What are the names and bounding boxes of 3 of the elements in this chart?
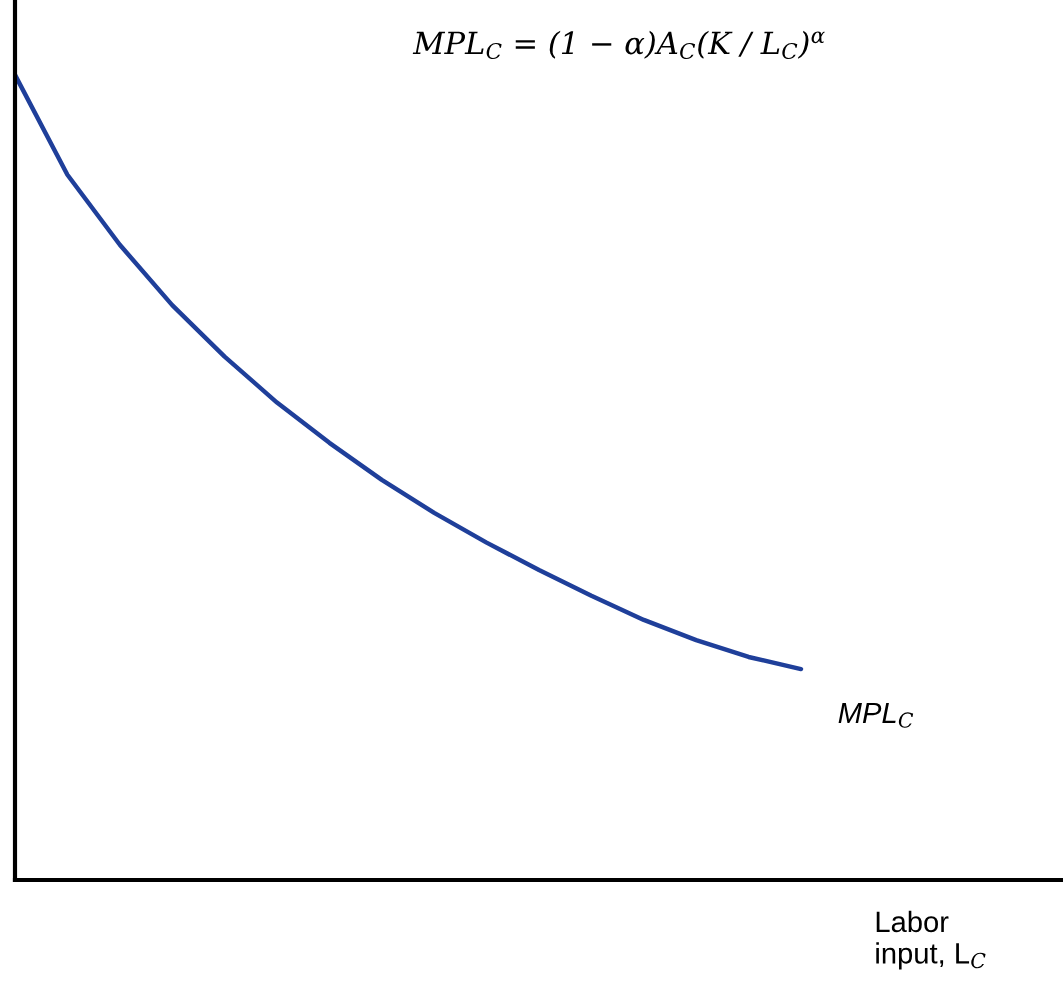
series-label: MPL$_{C}$ [838,702,914,728]
x-axis-title: Labor input, L$_{C}$ [876,910,986,970]
text: MPL$_{C}$ = (1 − α)A$_{C}$(K / L$_{C}$)$^{α}$ [412,30,825,60]
